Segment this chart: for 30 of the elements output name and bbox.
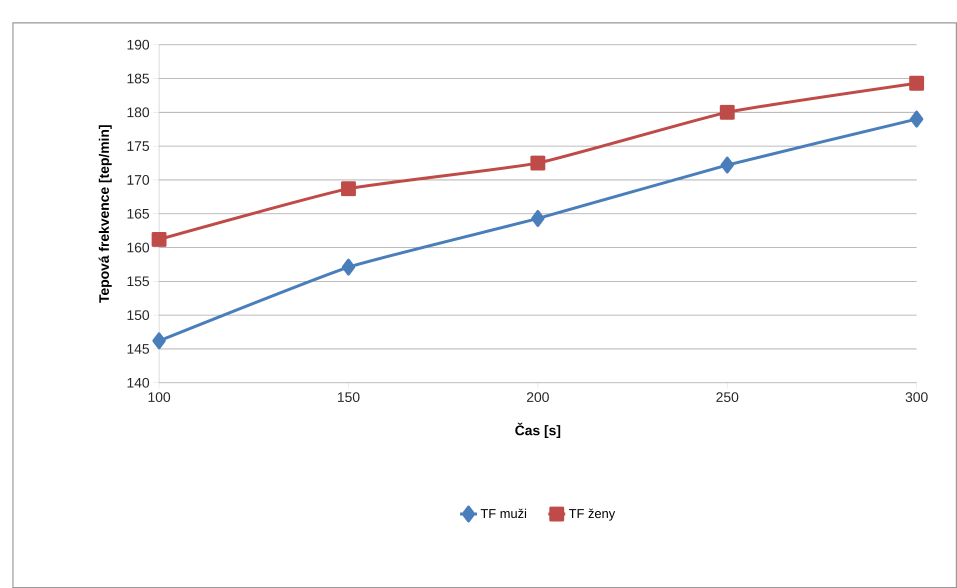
point xyxy=(720,104,735,120)
y-tick-label: 180 xyxy=(128,107,150,118)
y-axis-title: Tepová frekvence [tep/min] xyxy=(98,125,112,303)
x-tick-label: 300 xyxy=(906,392,928,402)
point xyxy=(720,156,734,174)
y-tick-label: 185 xyxy=(128,74,150,84)
point xyxy=(152,232,167,247)
point xyxy=(531,210,545,227)
point xyxy=(530,156,546,170)
legend-label: TF muži xyxy=(480,508,526,518)
legend-label: TF ženy xyxy=(568,508,616,521)
y-tick-label: 190 xyxy=(128,40,150,50)
point xyxy=(910,110,924,128)
y-tick-label: 175 xyxy=(128,141,150,151)
x-tick-label: 100 xyxy=(148,392,170,402)
x-tick-label: 150 xyxy=(338,392,360,402)
x-tick-label: 250 xyxy=(716,392,738,402)
point xyxy=(341,181,356,196)
y-tick-label: 145 xyxy=(128,344,150,354)
x-tick-label: 200 xyxy=(526,392,549,402)
y-tick-label: 160 xyxy=(128,242,150,252)
point xyxy=(909,76,924,91)
y-tick-label: 155 xyxy=(128,276,150,286)
y-tick-label: 150 xyxy=(128,310,150,320)
point xyxy=(342,258,356,276)
x-axis-title: Čas [s] xyxy=(515,422,560,438)
y-tick-label: 170 xyxy=(128,174,150,185)
y-tick-label: 165 xyxy=(128,208,150,219)
point xyxy=(152,332,166,350)
y-tick-label: 140 xyxy=(128,378,150,388)
